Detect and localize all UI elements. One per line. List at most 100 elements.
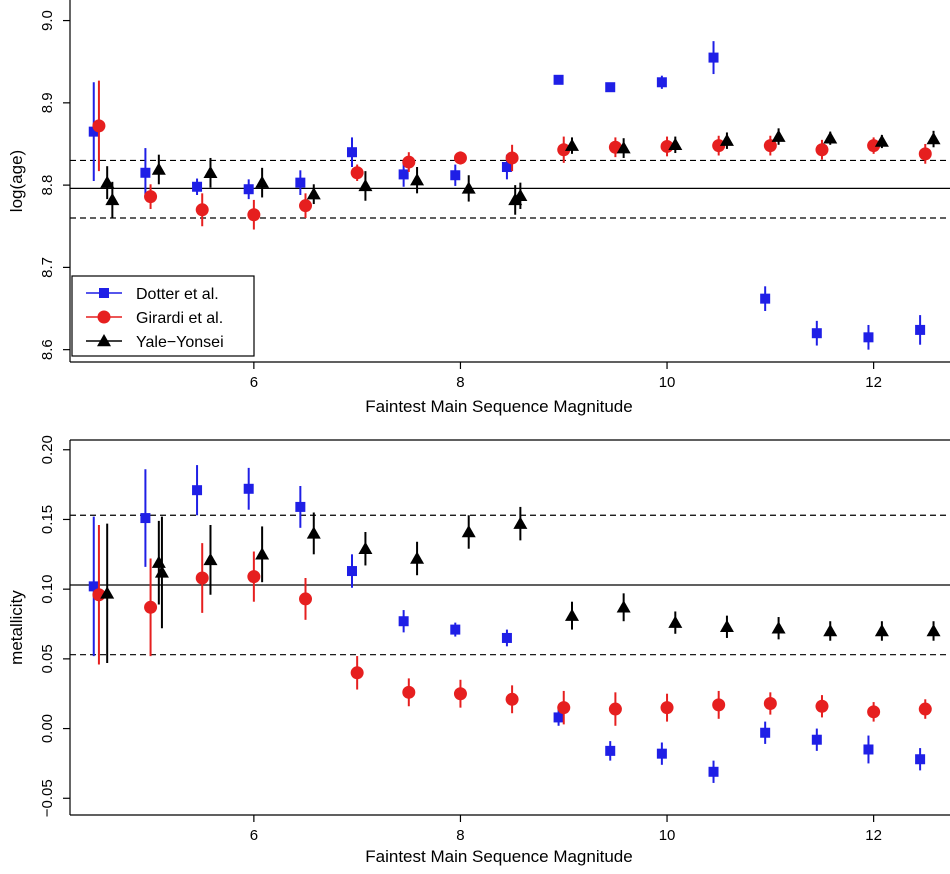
data-point xyxy=(557,701,571,715)
y-tick-label: 8.9 xyxy=(39,92,56,113)
data-point xyxy=(203,165,218,179)
data-point xyxy=(100,586,115,599)
legend-label: Girardi et al. xyxy=(136,310,223,327)
data-point xyxy=(708,52,719,63)
y-tick-label: 0.10 xyxy=(39,575,56,604)
y-tick-label: 8.8 xyxy=(39,175,56,196)
data-point xyxy=(243,483,254,494)
data-point xyxy=(926,623,941,637)
data-point xyxy=(553,74,564,85)
data-point xyxy=(915,754,926,765)
data-point xyxy=(616,141,631,154)
x-tick-label: 10 xyxy=(659,827,676,844)
data-point xyxy=(656,77,667,88)
data-point xyxy=(346,147,357,158)
x-tick-label: 8 xyxy=(456,374,464,391)
data-point xyxy=(565,138,580,151)
series-circle xyxy=(92,525,932,726)
data-point xyxy=(358,178,373,192)
data-point xyxy=(505,151,519,165)
y-tick-label: 0.05 xyxy=(39,644,56,673)
data-point xyxy=(192,181,203,192)
data-point xyxy=(402,685,416,699)
data-point xyxy=(719,133,734,146)
data-point xyxy=(815,699,829,713)
data-point xyxy=(763,139,777,153)
data-point xyxy=(140,513,151,524)
legend-marker xyxy=(97,310,111,324)
metallicity-panel: 6 8 10 12 −0.05 0.00 0.05 0.10 0.15 0.20 Faintest … xyxy=(7,435,950,866)
data-point xyxy=(299,199,313,213)
data-point xyxy=(295,501,306,512)
data-point xyxy=(874,134,889,147)
data-point xyxy=(660,701,674,715)
data-point xyxy=(398,616,409,627)
data-point xyxy=(668,615,683,628)
data-point xyxy=(874,623,889,637)
data-point xyxy=(771,129,786,142)
data-point xyxy=(760,293,771,304)
data-point xyxy=(346,566,357,577)
data-point xyxy=(565,608,580,621)
data-point xyxy=(255,175,270,188)
y-axis-title: metallicity xyxy=(7,590,26,665)
data-point xyxy=(461,181,476,194)
data-point xyxy=(88,581,99,592)
x-tick-label: 6 xyxy=(250,374,258,391)
data-point xyxy=(605,745,616,756)
data-point xyxy=(295,177,306,188)
data-point xyxy=(863,744,874,755)
y-tick-label: 8.7 xyxy=(39,257,56,278)
data-point xyxy=(508,192,523,206)
data-point xyxy=(501,632,512,643)
data-point xyxy=(867,705,881,719)
data-point xyxy=(760,727,771,738)
series-triangle xyxy=(100,128,941,219)
data-point xyxy=(151,555,166,568)
x-tick-label: 12 xyxy=(865,374,882,391)
data-point xyxy=(668,137,683,151)
data-point xyxy=(195,203,209,217)
y-axis-title: log(age) xyxy=(7,150,26,212)
x-axis-title: Faintest Main Sequence Magnitude xyxy=(365,847,632,866)
data-point xyxy=(915,324,926,335)
x-tick-label: 8 xyxy=(456,827,464,844)
data-point xyxy=(823,623,838,637)
data-point xyxy=(358,541,373,554)
x-tick-label: 10 xyxy=(659,374,676,391)
data-point xyxy=(656,748,667,759)
data-point xyxy=(918,147,932,161)
data-point xyxy=(192,485,203,496)
series-circle xyxy=(92,80,932,230)
data-point xyxy=(398,169,409,180)
data-point xyxy=(867,139,881,153)
data-point xyxy=(203,552,218,566)
data-point xyxy=(247,208,261,222)
data-point xyxy=(350,166,364,180)
data-point xyxy=(771,621,786,634)
y-tick-label: 0.00 xyxy=(39,714,56,743)
data-point xyxy=(450,624,461,635)
data-point xyxy=(863,332,874,343)
data-point xyxy=(815,143,829,157)
data-point xyxy=(154,565,169,578)
data-point xyxy=(553,712,564,723)
data-point xyxy=(105,192,120,206)
data-point xyxy=(92,119,106,133)
x-tick-label: 12 xyxy=(865,827,882,844)
data-point xyxy=(811,734,822,745)
data-point xyxy=(712,698,726,712)
data-point xyxy=(605,82,616,93)
data-point xyxy=(719,619,734,633)
data-point xyxy=(450,170,461,181)
data-point xyxy=(461,525,476,538)
series-square xyxy=(88,41,926,350)
data-point xyxy=(823,131,838,144)
legend: Dotter et al. Girardi et al. Yale−Yonsei xyxy=(71,275,255,357)
data-point xyxy=(453,151,467,165)
data-point xyxy=(926,132,941,145)
data-point xyxy=(505,692,519,706)
data-point xyxy=(306,526,321,539)
y-tick-label: 9.0 xyxy=(39,10,56,31)
data-point xyxy=(763,696,777,710)
